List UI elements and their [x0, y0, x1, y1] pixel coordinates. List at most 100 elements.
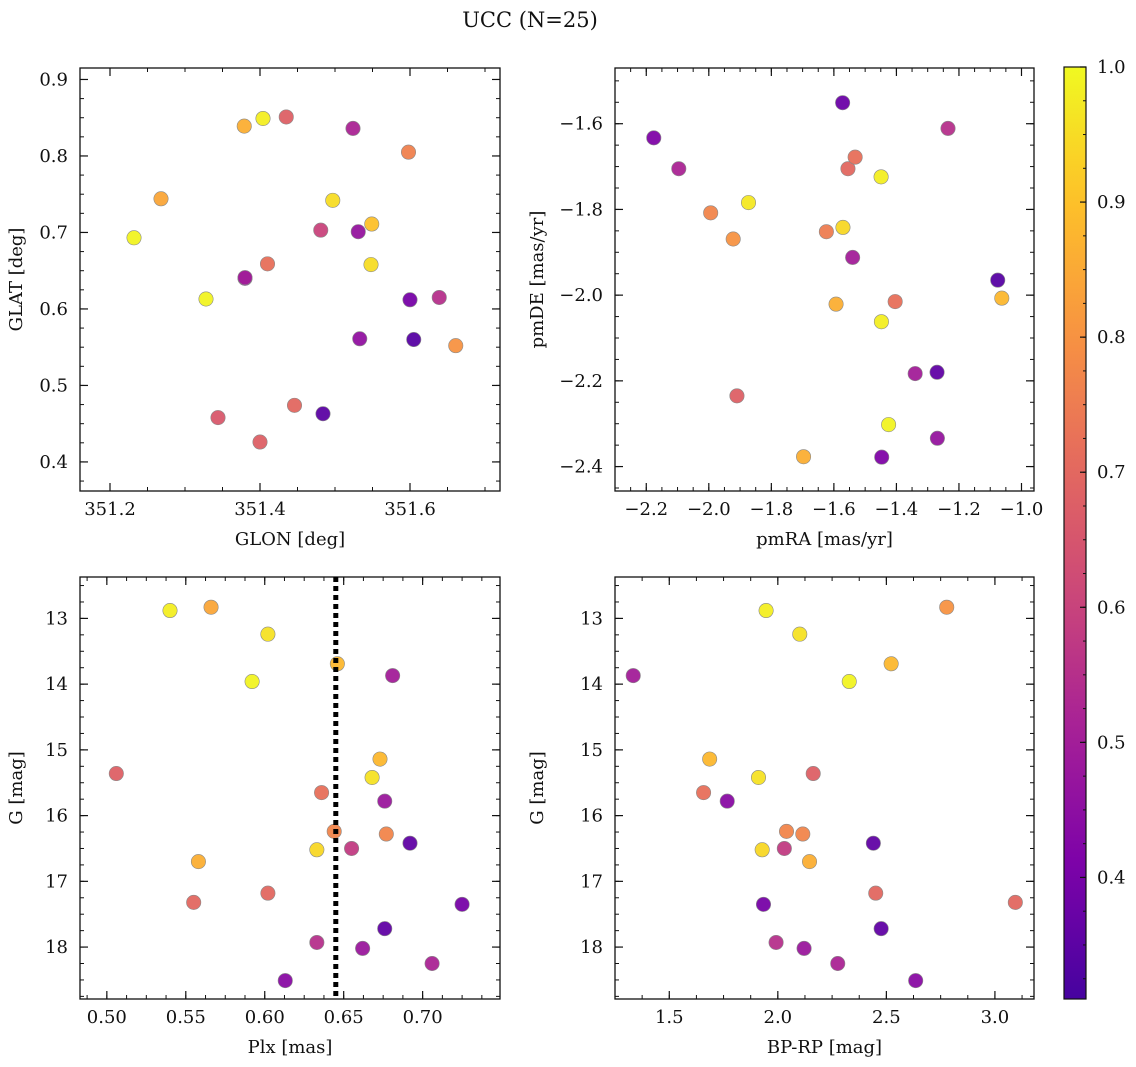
y-tick-label: 16	[45, 806, 68, 827]
panel-2: −2.2 −2.0 −1.8 −1.6 −1.4 −1.2 −1.0 −2.4 −2.2 −2.0…	[527, 67, 1043, 550]
scatter-point	[646, 130, 662, 146]
scatter-point	[309, 934, 325, 950]
scatter-point	[818, 224, 834, 240]
y-tick-label: 17	[580, 871, 603, 892]
scatter-point	[874, 449, 890, 465]
scatter-point	[252, 434, 268, 450]
data-layer	[108, 577, 470, 999]
x-axis-label: GLON [deg]	[235, 529, 345, 550]
scatter-point	[796, 940, 812, 956]
y-tick-label: −2.2	[559, 371, 603, 392]
scatter-point	[314, 785, 330, 801]
x-tick-label: 0.65	[324, 1007, 364, 1028]
scatter-point	[364, 769, 380, 785]
scatter-point	[758, 603, 774, 619]
y-tick-label: 13	[580, 608, 603, 629]
x-tick-label: 0.70	[403, 1007, 443, 1028]
y-tick-label: 14	[580, 674, 603, 695]
x-tick-label: 2.0	[764, 1007, 793, 1028]
y-tick-label: 0.7	[39, 222, 68, 243]
scatter-point	[671, 161, 687, 177]
scatter-point	[887, 294, 903, 310]
x-tick-label: 351.2	[84, 499, 136, 520]
y-tick-label: 0.9	[39, 69, 68, 90]
scatter-point	[406, 332, 422, 348]
axes-frame	[614, 576, 1035, 1000]
scatter-point	[841, 674, 857, 690]
y-tick-label: −2.0	[559, 285, 603, 306]
colorbar-tick-label: 0.8	[1097, 327, 1126, 348]
x-tick-label: 0.60	[245, 1007, 285, 1028]
panel-3: 0.50 0.55 0.60 0.65 0.70 13 14 15 16 17 18 Plx [mas…	[6, 576, 501, 1058]
scatter-point	[309, 842, 325, 858]
scatter-point	[741, 195, 757, 211]
scatter-point	[835, 219, 851, 235]
scatter-point	[400, 144, 416, 160]
scatter-point	[385, 668, 401, 684]
scatter-point	[108, 766, 124, 782]
scatter-point	[696, 785, 712, 801]
colorbar: 0.4 0.5 0.6 0.7 0.8 0.9 1.0	[1063, 57, 1126, 1000]
scatter-point	[873, 314, 889, 330]
scatter-point	[768, 934, 784, 950]
scatter-point	[236, 118, 252, 134]
scatter-point	[350, 224, 366, 240]
scatter-point	[402, 292, 418, 308]
y-tick-label: −1.8	[559, 199, 603, 220]
scatter-point	[939, 599, 955, 615]
data-layer	[126, 109, 464, 450]
x-tick-label: 0.50	[87, 1007, 127, 1028]
scatter-point	[840, 161, 856, 177]
x-axis-label: BP-RP [mag]	[767, 1037, 882, 1058]
scatter-point	[190, 854, 206, 870]
y-tick-label: 0.5	[39, 375, 68, 396]
y-tick-label: 0.6	[39, 299, 68, 320]
y-tick-label: 17	[45, 871, 68, 892]
y-tick-label: 18	[45, 937, 68, 958]
colorbar-gradient	[1063, 66, 1087, 1000]
scatter-point	[313, 222, 329, 238]
scatter-point	[830, 956, 846, 972]
axes-frame	[614, 67, 1035, 492]
scatter-point	[754, 842, 770, 858]
scatter-point	[244, 674, 260, 690]
scatter-point	[994, 290, 1010, 306]
axes-frame	[79, 576, 501, 1000]
scatter-point	[845, 249, 861, 265]
scatter-point	[186, 894, 202, 910]
scatter-point	[363, 257, 379, 273]
scatter-point	[372, 751, 388, 767]
x-tick-label: 3.0	[981, 1007, 1010, 1028]
scatter-point	[345, 120, 361, 136]
colorbar-tick-label: 0.5	[1097, 732, 1126, 753]
scatter-point	[719, 793, 735, 809]
scatter-point	[454, 896, 470, 912]
scatter-point	[881, 417, 897, 433]
scatter-point	[776, 840, 792, 856]
scatter-point	[255, 110, 271, 126]
y-tick-label: 15	[45, 740, 68, 761]
scatter-point	[364, 216, 380, 232]
scatter-point	[355, 940, 371, 956]
colorbar-tick-label: 0.4	[1097, 867, 1126, 888]
figure-title: UCC (N=25)	[462, 8, 598, 32]
x-tick-label: −1.4	[875, 499, 919, 520]
scatter-point	[873, 169, 889, 185]
y-tick-label: 0.4	[39, 452, 68, 473]
scatter-point	[908, 973, 924, 989]
scatter-point	[259, 256, 275, 272]
x-axis-label: pmRA [mas/yr]	[756, 529, 893, 550]
scatter-point	[286, 397, 302, 413]
scatter-point	[126, 230, 142, 246]
scatter-point	[431, 289, 447, 305]
x-tick-label: −1.2	[937, 499, 981, 520]
x-tick-label: −1.6	[812, 499, 856, 520]
colorbar-tick-label: 0.6	[1097, 597, 1126, 618]
y-axis-label: pmDE [mas/yr]	[527, 211, 548, 349]
y-tick-label: 14	[45, 674, 68, 695]
x-tick-label: 1.5	[655, 1007, 684, 1028]
y-tick-label: 15	[580, 740, 603, 761]
x-tick-label: 351.6	[384, 499, 436, 520]
scatter-point	[448, 338, 464, 354]
scatter-point	[424, 956, 440, 972]
